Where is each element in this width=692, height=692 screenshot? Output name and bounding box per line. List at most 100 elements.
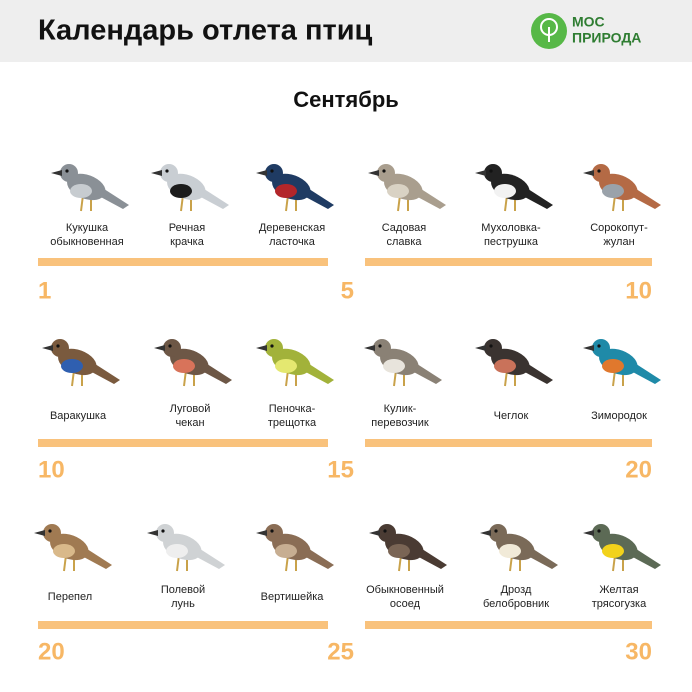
bird-belly: [387, 184, 409, 198]
bird-name: Пеночка-: [269, 403, 316, 415]
rows: 1 5КукушкаобыкновеннаяРечнаякрачкаДеревен…: [34, 164, 661, 665]
bird-name: Деревенская: [259, 222, 325, 234]
bird-belly: [494, 359, 516, 373]
bird-head: [265, 524, 283, 542]
bird-name: славка: [386, 236, 422, 248]
bird-beak: [369, 530, 380, 536]
bird-head: [60, 164, 78, 182]
bird: Деревенская ласточка: [256, 164, 334, 248]
bird-beak: [480, 530, 491, 536]
bird: Мухоловка-пеструшка: [475, 164, 553, 248]
bird-belly: [61, 359, 83, 373]
bird-belly: [602, 359, 624, 373]
bird-beak: [256, 530, 267, 536]
bird: Садовая славка: [368, 164, 446, 248]
bird-name: трясогузка: [592, 598, 647, 610]
end-day: 10: [625, 277, 652, 304]
bird-belly: [275, 184, 297, 198]
bird-belly: [166, 544, 188, 558]
end-day: 30: [625, 638, 652, 665]
bird-name: Перепел: [48, 591, 92, 603]
bird-name: белобровник: [483, 598, 549, 610]
bird-name: крачка: [170, 236, 205, 248]
bird-eye: [378, 344, 382, 348]
header-band: [0, 0, 692, 62]
bird-beak: [151, 170, 162, 176]
end-day: 25: [327, 638, 354, 665]
bird: Луговой чекан: [154, 339, 232, 429]
bird-name: Вертишейка: [261, 591, 325, 603]
bird-beak: [475, 345, 486, 351]
bird-eye: [168, 344, 172, 348]
bird-beak: [583, 170, 594, 176]
bird-beak: [256, 345, 267, 351]
bird-name: Мухоловка-: [481, 222, 541, 234]
bird-belly: [275, 544, 297, 558]
bird-head: [265, 164, 283, 182]
bird-name: пеструшка: [484, 236, 539, 248]
bird-name: Речная: [169, 222, 206, 234]
bird-head: [163, 339, 181, 357]
bird-name: трещотка: [268, 417, 317, 429]
bird-eye: [597, 169, 601, 173]
bird-beak: [51, 170, 62, 176]
logo-text: МОС: [572, 14, 605, 30]
bird: Зимородок: [583, 339, 661, 422]
bird-name: Сорокопут-: [590, 222, 648, 234]
bird-name: ласточка: [269, 236, 316, 248]
bird-beak: [475, 170, 486, 176]
bird: Варакушка: [42, 339, 120, 422]
period-bar: [38, 258, 328, 266]
bird-eye: [489, 344, 493, 348]
bird-head: [592, 524, 610, 542]
bird-eye: [597, 529, 601, 533]
bird-name: чекан: [175, 417, 204, 429]
bird-eye: [56, 344, 60, 348]
bird: Дрозд белобровник: [480, 524, 558, 610]
segment: 20 25 Перепел Полевой лунь Вертишейка: [34, 524, 354, 665]
bird-name: Дрозд: [501, 584, 532, 596]
bird-head: [592, 339, 610, 357]
bird-belly: [602, 184, 624, 198]
bird: Речная крачка: [151, 164, 229, 248]
bird-beak: [154, 345, 165, 351]
bird-eye: [65, 169, 69, 173]
bird-head: [51, 339, 69, 357]
bird-belly: [70, 184, 92, 198]
bird-head: [484, 164, 502, 182]
bird-beak: [583, 530, 594, 536]
bird-name: обыкновенная: [50, 236, 123, 248]
bird: Кулик-перевозчик: [364, 339, 442, 429]
period-bar: [365, 439, 652, 447]
bird-eye: [48, 529, 52, 533]
bird-belly: [494, 184, 516, 198]
bird-eye: [382, 169, 386, 173]
bird-eye: [165, 169, 169, 173]
bird-name: Обыкновенный: [366, 584, 444, 596]
period-bar: [38, 439, 328, 447]
bird-name: осоед: [390, 598, 421, 610]
bird-belly: [53, 544, 75, 558]
bird: Вертишейка: [256, 524, 334, 603]
bird: Обыкновенный осоед: [366, 524, 447, 610]
bird-head: [592, 164, 610, 182]
bird-name: Луговой: [170, 403, 211, 415]
bird-beak: [368, 170, 379, 176]
bird: Полевой лунь: [147, 524, 225, 610]
period-bar: [365, 258, 652, 266]
bird-name: жулан: [603, 236, 634, 248]
bird-head: [160, 164, 178, 182]
bird-belly: [602, 544, 624, 558]
bird-name: Желтая: [599, 584, 638, 596]
bird-head: [377, 164, 395, 182]
segment: 10 15 Варакушка Луговой чекан Пеночка-трещотк…: [38, 339, 354, 483]
bird-eye: [270, 169, 274, 173]
bird: Кукушка обыкновенная: [50, 164, 129, 248]
start-day: 10: [38, 456, 65, 483]
bird-name: Чеглок: [494, 410, 529, 422]
bird-head: [373, 339, 391, 357]
bird-eye: [161, 529, 165, 533]
bird-name: Кукушка: [66, 222, 109, 234]
bird-name: Варакушка: [50, 410, 107, 422]
